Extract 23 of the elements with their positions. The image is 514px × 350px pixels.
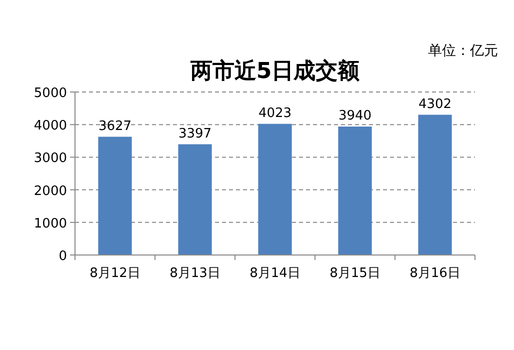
y-tick-label: 1000 bbox=[34, 216, 67, 232]
y-tick-label: 3000 bbox=[34, 151, 67, 166]
bar bbox=[418, 114, 452, 255]
data-label: 3940 bbox=[338, 108, 372, 124]
text: 单位：亿元 bbox=[428, 43, 498, 59]
bar bbox=[258, 124, 292, 255]
bar bbox=[338, 126, 372, 255]
data-label: 4023 bbox=[258, 106, 292, 121]
x-tick-label: 8月15日 bbox=[330, 266, 380, 281]
data-label: 3627 bbox=[98, 118, 132, 134]
chart-title: 两市近5日成交额 bbox=[189, 58, 361, 84]
bar bbox=[178, 144, 212, 255]
x-tick-label: 8月12日 bbox=[90, 266, 140, 281]
data-label: 3397 bbox=[178, 126, 212, 142]
bar bbox=[98, 136, 132, 255]
y-tick-label: 4000 bbox=[34, 118, 67, 134]
x-tick-label: 8月13日 bbox=[170, 266, 220, 281]
y-tick-label: 0 bbox=[58, 249, 67, 264]
data-label: 4302 bbox=[418, 96, 452, 112]
y-tick-label: 2000 bbox=[34, 184, 67, 199]
x-tick-label: 8月16日 bbox=[410, 266, 460, 281]
y-tick-label: 5000 bbox=[34, 86, 67, 101]
x-tick-label: 8月14日 bbox=[250, 266, 300, 281]
